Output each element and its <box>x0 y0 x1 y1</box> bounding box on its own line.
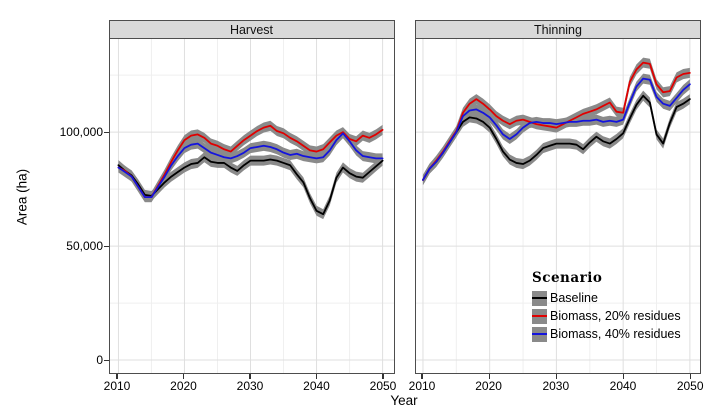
legend-swatch-biomass-40 <box>532 326 547 342</box>
x-axis-title: Year <box>390 393 418 408</box>
y-tick-mark <box>103 131 109 133</box>
y-tick-label: 50,000 <box>66 238 103 253</box>
x-tick-mark <box>116 373 118 379</box>
legend-entry-label: Biomass, 40% residues <box>550 327 681 341</box>
legend-line-biomass-40 <box>532 332 547 336</box>
x-tick-label: 2030 <box>542 379 570 393</box>
x-tick-mark <box>555 373 557 379</box>
x-tick-label: 2020 <box>475 379 502 393</box>
x-tick-mark <box>182 373 185 379</box>
panel-plot-0 <box>108 39 395 374</box>
x-tick-label: 2030 <box>236 379 264 393</box>
legend-swatch-baseline <box>532 290 547 306</box>
x-tick-mark <box>315 373 318 379</box>
x-tick-label: 2010 <box>103 379 131 393</box>
x-tick-label: 2040 <box>303 379 330 393</box>
y-tick-label: 0 <box>96 353 103 367</box>
x-tick-mark <box>382 373 384 379</box>
y-tick-label: 100,000 <box>59 124 103 139</box>
legend-entry-label: Biomass, 20% residues <box>550 309 681 323</box>
panel-plot-1 <box>415 39 701 374</box>
legend: Scenario Baseline Biomass, 20% residues … <box>532 270 681 343</box>
x-tick-label: 2040 <box>609 379 637 393</box>
x-tick-mark <box>623 373 625 379</box>
x-tick-mark <box>249 373 251 379</box>
legend-entry-label: Baseline <box>550 291 598 305</box>
legend-line-biomass-20 <box>532 314 547 318</box>
panel-strip-thinning: Thinning <box>415 20 701 39</box>
panel-strip-harvest: Harvest <box>108 20 395 39</box>
x-tick-mark <box>421 373 423 379</box>
panel-harvest: Harvest <box>108 20 395 374</box>
y-tick-mark <box>103 245 109 247</box>
legend-title: Scenario <box>532 270 603 286</box>
x-tick-label: 2010 <box>408 379 436 393</box>
x-tick-label: 2050 <box>676 379 704 393</box>
legend-entry-biomass-20: Biomass, 20% residues <box>532 307 681 325</box>
y-axis-title: Area (ha) <box>14 168 30 226</box>
legend-swatch-biomass-20 <box>532 308 547 324</box>
legend-entry-biomass-40: Biomass, 40% residues <box>532 325 681 343</box>
strip-label: Thinning <box>534 22 582 37</box>
x-tick-label: 2020 <box>170 379 197 393</box>
x-tick-mark <box>488 373 490 379</box>
legend-line-baseline <box>532 296 547 300</box>
y-tick-mark <box>103 360 109 362</box>
x-tick-mark <box>690 373 692 379</box>
legend-entry-baseline: Baseline <box>532 289 681 307</box>
panel-thinning: Thinning <box>415 20 701 374</box>
strip-label: Harvest <box>229 22 274 37</box>
x-tick-label: 2050 <box>369 379 397 393</box>
